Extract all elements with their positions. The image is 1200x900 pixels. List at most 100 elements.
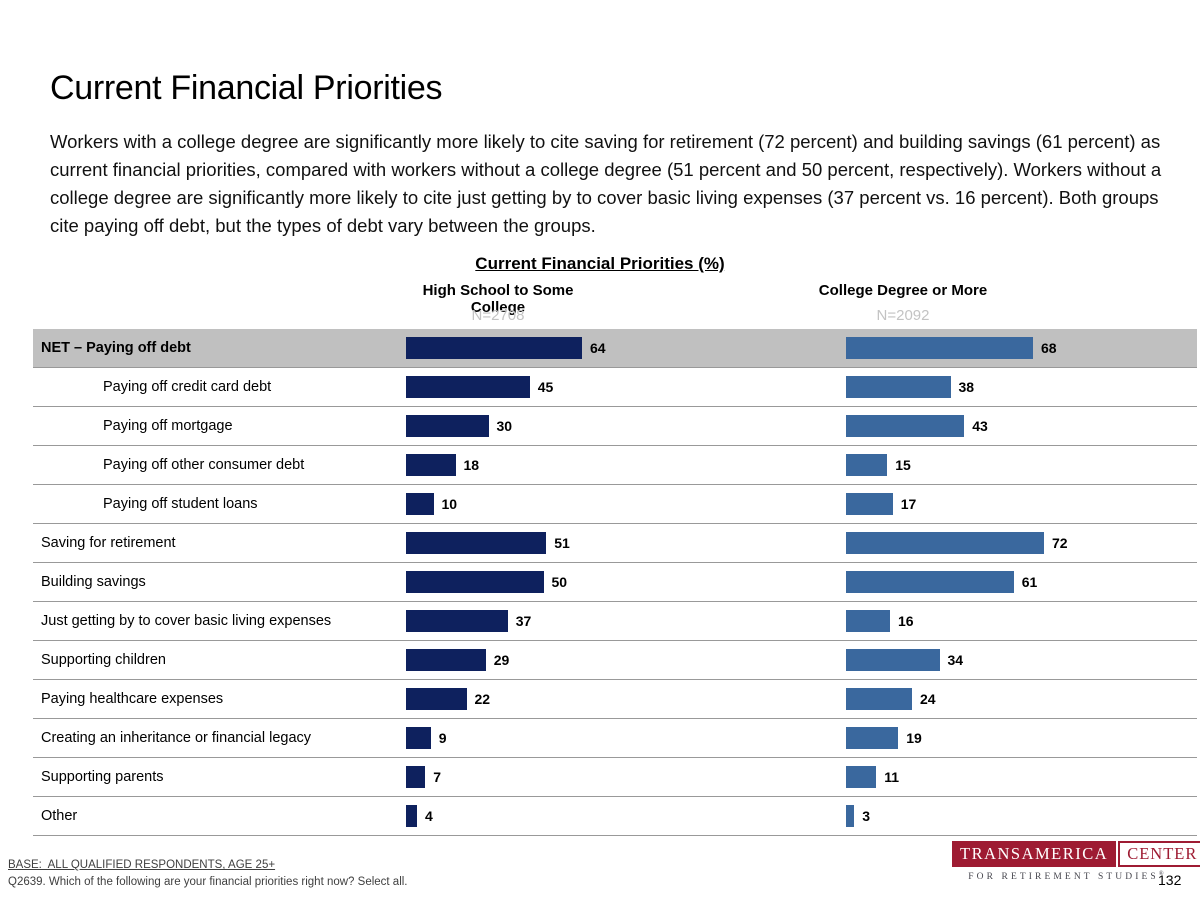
bar-high-school: [406, 727, 431, 749]
bar-value-college-degree: 11: [884, 769, 900, 785]
bar-cell-high-school: 9: [406, 719, 846, 757]
table-row: NET – Paying off debt 64 68: [33, 329, 1197, 368]
bar-chart-table: NET – Paying off debt 64 68 Paying off c…: [33, 329, 1197, 836]
bar-value-high-school: 51: [554, 535, 570, 551]
bar-college-degree: [846, 805, 855, 827]
logo-tagline: FOR RETIREMENT STUDIES®: [952, 870, 1180, 882]
bar-value-college-degree: 17: [900, 496, 917, 512]
logo-tagline-text: FOR RETIREMENT STUDIES: [968, 872, 1159, 883]
table-row: Other 4 3: [33, 797, 1197, 836]
page-title: Current Financial Priorities: [50, 68, 443, 107]
row-label: Saving for retirement: [41, 535, 176, 551]
table-row: Building savings 50 61: [33, 563, 1197, 602]
bar-high-school: [406, 610, 508, 632]
bar-high-school: [406, 415, 489, 437]
bar-value-college-degree: 38: [958, 379, 975, 395]
bar-cell-college-degree: 3: [846, 797, 1197, 835]
bar-high-school: [406, 376, 530, 398]
base-note: BASE: ALL QUALIFIED RESPONDENTS, AGE 25+: [8, 859, 276, 871]
bar-value-college-degree: 43: [972, 418, 988, 434]
bar-cell-college-degree: 11: [846, 758, 1197, 796]
bar-college-degree: [846, 727, 899, 749]
row-label: Paying off student loans: [103, 496, 258, 512]
bar-value-college-degree: 24: [920, 691, 936, 707]
bar-cell-college-degree: 72: [846, 524, 1197, 562]
sample-size-high-school: N=2708: [471, 307, 525, 324]
bar-cell-high-school: 10: [406, 485, 846, 523]
row-label: Paying healthcare expenses: [41, 691, 224, 707]
bar-cell-college-degree: 15: [846, 446, 1197, 484]
table-row: Paying off student loans 10 17: [33, 485, 1197, 524]
bar-value-college-degree: 15: [895, 457, 911, 473]
bar-cell-college-degree: 34: [846, 641, 1197, 679]
bar-college-degree: [846, 415, 965, 437]
bar-high-school: [406, 532, 547, 554]
bar-cell-high-school: 7: [406, 758, 846, 796]
bar-cell-high-school: 29: [406, 641, 846, 679]
bar-college-degree: [846, 688, 912, 710]
table-row: Supporting parents 7 11: [33, 758, 1197, 797]
bar-value-high-school: 30: [496, 418, 513, 434]
bar-college-degree: [846, 610, 890, 632]
bar-cell-high-school: 22: [406, 680, 846, 718]
row-label: Just getting by to cover basic living ex…: [41, 613, 332, 629]
sample-size-college-degree: N=2092: [876, 307, 930, 324]
bar-high-school: [406, 688, 467, 710]
bar-cell-high-school: 45: [406, 368, 846, 406]
bar-high-school: [406, 493, 434, 515]
bar-value-high-school: 45: [537, 379, 554, 395]
bar-cell-high-school: 18: [406, 446, 846, 484]
bar-high-school: [406, 649, 486, 671]
column-header-college-degree: College Degree or More: [818, 282, 988, 299]
table-row: Creating an inheritance or financial leg…: [33, 719, 1197, 758]
bar-cell-high-school: 4: [406, 797, 846, 835]
table-row: Paying off mortgage 30 43: [33, 407, 1197, 446]
bar-value-high-school: 29: [493, 652, 510, 668]
page-number: 132: [1158, 872, 1182, 888]
bar-value-high-school: 50: [551, 574, 568, 590]
question-note: Q2639. Which of the following are your f…: [8, 876, 408, 888]
bar-cell-college-degree: 68: [846, 329, 1197, 367]
chart-title: Current Financial Priorities (%): [475, 254, 725, 273]
bar-value-college-degree: 3: [862, 808, 871, 824]
bar-college-degree: [846, 571, 1014, 593]
bar-value-college-degree: 19: [906, 730, 922, 746]
row-label: NET – Paying off debt: [41, 340, 191, 356]
bar-cell-college-degree: 16: [846, 602, 1197, 640]
bar-college-degree: [846, 337, 1033, 359]
row-label: Supporting parents: [41, 769, 164, 785]
logo-secondary-text: CENTER: [1118, 841, 1200, 867]
bar-cell-college-degree: 43: [846, 407, 1197, 445]
bar-cell-high-school: 51: [406, 524, 846, 562]
bar-college-degree: [846, 493, 893, 515]
logo-primary-text: TRANSAMERICA: [952, 841, 1117, 867]
row-label: Paying off mortgage: [103, 418, 233, 434]
table-row: Just getting by to cover basic living ex…: [33, 602, 1197, 641]
transamerica-center-logo: TRANSAMERICA CENTER FOR RETIREMENT STUDI…: [952, 841, 1200, 882]
row-label: Building savings: [41, 574, 146, 590]
bar-high-school: [406, 337, 582, 359]
bar-college-degree: [846, 376, 951, 398]
row-label: Other: [41, 808, 78, 824]
row-label: Creating an inheritance or financial leg…: [41, 730, 312, 746]
bar-value-high-school: 18: [463, 457, 480, 473]
bar-value-high-school: 4: [425, 808, 433, 824]
bar-college-degree: [846, 766, 877, 788]
row-label: Paying off credit card debt: [103, 379, 272, 395]
bar-value-college-degree: 16: [898, 613, 914, 629]
bar-value-college-degree: 68: [1041, 340, 1057, 356]
table-row: Paying off other consumer debt 18 15: [33, 446, 1197, 485]
bar-value-college-degree: 34: [947, 652, 964, 668]
bar-value-high-school: 10: [441, 496, 458, 512]
bar-value-high-school: 22: [474, 691, 491, 707]
bar-cell-high-school: 30: [406, 407, 846, 445]
summary-paragraph: Workers with a college degree are signif…: [50, 130, 1162, 236]
bar-college-degree: [846, 532, 1044, 554]
table-row: Saving for retirement 51 72: [33, 524, 1197, 563]
bar-cell-college-degree: 17: [846, 485, 1197, 523]
bar-value-college-degree: 61: [1021, 574, 1038, 590]
bar-high-school: [406, 571, 544, 593]
bar-college-degree: [846, 649, 940, 671]
row-label: Supporting children: [41, 652, 166, 668]
bar-high-school: [406, 766, 426, 788]
